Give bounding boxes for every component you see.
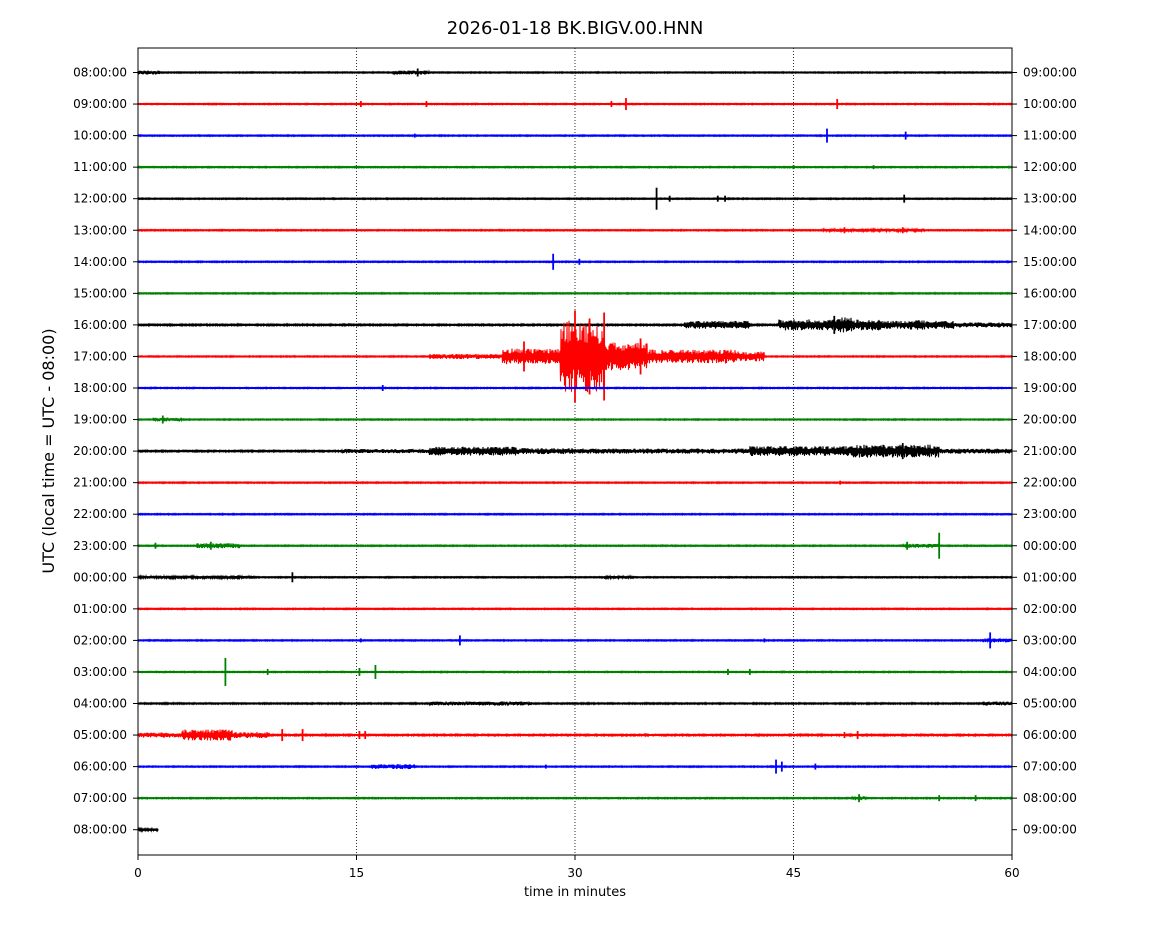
x-tick-label: 15 bbox=[349, 866, 364, 880]
left-time-label: 16:00:00 bbox=[73, 318, 127, 332]
left-time-label: 13:00:00 bbox=[73, 223, 127, 237]
right-time-label: 12:00:00 bbox=[1023, 160, 1077, 174]
left-time-label: 10:00:00 bbox=[73, 129, 127, 143]
left-time-label: 11:00:00 bbox=[73, 160, 127, 174]
left-time-label: 04:00:00 bbox=[73, 697, 127, 711]
x-tick-label: 45 bbox=[786, 866, 801, 880]
right-time-label: 06:00:00 bbox=[1023, 728, 1077, 742]
right-time-label: 07:00:00 bbox=[1023, 760, 1077, 774]
right-time-label: 00:00:00 bbox=[1023, 539, 1077, 553]
left-time-label: 08:00:00 bbox=[73, 66, 127, 80]
left-time-label: 17:00:00 bbox=[73, 349, 127, 363]
left-time-label: 07:00:00 bbox=[73, 791, 127, 805]
left-time-label: 14:00:00 bbox=[73, 255, 127, 269]
traces bbox=[137, 68, 1013, 833]
left-time-label: 01:00:00 bbox=[73, 602, 127, 616]
right-time-label: 22:00:00 bbox=[1023, 476, 1077, 490]
left-time-label: 19:00:00 bbox=[73, 413, 127, 427]
x-tick-label: 0 bbox=[134, 866, 142, 880]
left-time-label: 12:00:00 bbox=[73, 192, 127, 206]
right-time-label: 10:00:00 bbox=[1023, 97, 1077, 111]
grid-lines bbox=[356, 48, 794, 855]
x-tick-label: 30 bbox=[567, 866, 582, 880]
right-time-label: 04:00:00 bbox=[1023, 665, 1077, 679]
right-time-label: 03:00:00 bbox=[1023, 633, 1077, 647]
right-time-label: 15:00:00 bbox=[1023, 255, 1077, 269]
left-time-label: 05:00:00 bbox=[73, 728, 127, 742]
right-time-label: 19:00:00 bbox=[1023, 381, 1077, 395]
left-time-label: 06:00:00 bbox=[73, 760, 127, 774]
chart-title: 2026-01-18 BK.BIGV.00.HNN bbox=[447, 18, 704, 39]
right-time-label: 16:00:00 bbox=[1023, 286, 1077, 300]
left-time-label: 03:00:00 bbox=[73, 665, 127, 679]
right-time-label: 23:00:00 bbox=[1023, 507, 1077, 521]
left-time-label: 15:00:00 bbox=[73, 286, 127, 300]
right-time-label: 09:00:00 bbox=[1023, 66, 1077, 80]
left-time-label: 20:00:00 bbox=[73, 444, 127, 458]
right-time-label: 13:00:00 bbox=[1023, 192, 1077, 206]
right-time-label: 02:00:00 bbox=[1023, 602, 1077, 616]
right-time-label: 18:00:00 bbox=[1023, 349, 1077, 363]
right-time-label: 20:00:00 bbox=[1023, 413, 1077, 427]
x-axis-label: time in minutes bbox=[524, 885, 626, 900]
left-time-labels: 08:00:00 09:00:00 10:00:00 11:00:00 12:00:00… bbox=[73, 66, 138, 837]
left-time-label: 18:00:00 bbox=[73, 381, 127, 395]
right-time-label: 05:00:00 bbox=[1023, 697, 1077, 711]
x-axis-ticks: 0 15 30 45 60 bbox=[134, 855, 1020, 880]
right-time-label: 01:00:00 bbox=[1023, 570, 1077, 584]
left-time-label: 00:00:00 bbox=[73, 570, 127, 584]
right-time-labels: 09:00:00 10:00:00 11:00:00 12:00:00 13:00:00… bbox=[1012, 66, 1077, 837]
right-time-label: 14:00:00 bbox=[1023, 223, 1077, 237]
left-time-label: 09:00:00 bbox=[73, 97, 127, 111]
left-time-label: 23:00:00 bbox=[73, 539, 127, 553]
right-time-label: 11:00:00 bbox=[1023, 129, 1077, 143]
left-time-label: 21:00:00 bbox=[73, 476, 127, 490]
right-time-label: 17:00:00 bbox=[1023, 318, 1077, 332]
right-time-label: 08:00:00 bbox=[1023, 791, 1077, 805]
right-time-label: 09:00:00 bbox=[1023, 823, 1077, 837]
x-tick-label: 60 bbox=[1004, 866, 1019, 880]
y-axis-label: UTC (local time = UTC - 08:00) bbox=[39, 328, 58, 573]
left-time-label: 08:00:00 bbox=[73, 823, 127, 837]
left-time-label: 22:00:00 bbox=[73, 507, 127, 521]
left-time-label: 02:00:00 bbox=[73, 633, 127, 647]
right-time-label: 21:00:00 bbox=[1023, 444, 1077, 458]
